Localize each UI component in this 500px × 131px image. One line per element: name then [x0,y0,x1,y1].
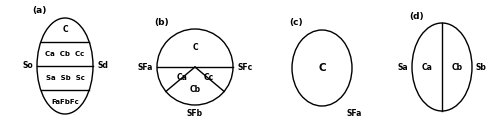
Text: SFc: SFc [237,62,252,72]
Text: Ca: Ca [422,62,432,72]
Text: FaFbFc: FaFbFc [51,99,79,105]
Text: C: C [62,26,68,34]
Text: SFb: SFb [187,110,203,119]
Text: Cb: Cb [452,62,462,72]
Text: Cb: Cb [190,85,200,94]
Text: Ca: Ca [176,73,187,82]
Text: So: So [22,61,33,70]
Text: C: C [192,43,198,53]
Text: Cc: Cc [203,73,213,82]
Text: (a): (a) [32,7,46,15]
Text: Ca  Cb  Cc: Ca Cb Cc [46,51,84,57]
Text: Sa: Sa [398,62,408,72]
Text: Sb: Sb [476,62,487,72]
Text: (c): (c) [289,18,303,28]
Text: SFa: SFa [138,62,153,72]
Text: Sa  Sb  Sc: Sa Sb Sc [46,75,84,81]
Text: (b): (b) [154,18,170,26]
Text: C: C [318,63,326,73]
Text: Sd: Sd [97,61,108,70]
Text: SFa: SFa [346,110,362,119]
Text: (d): (d) [410,12,424,20]
